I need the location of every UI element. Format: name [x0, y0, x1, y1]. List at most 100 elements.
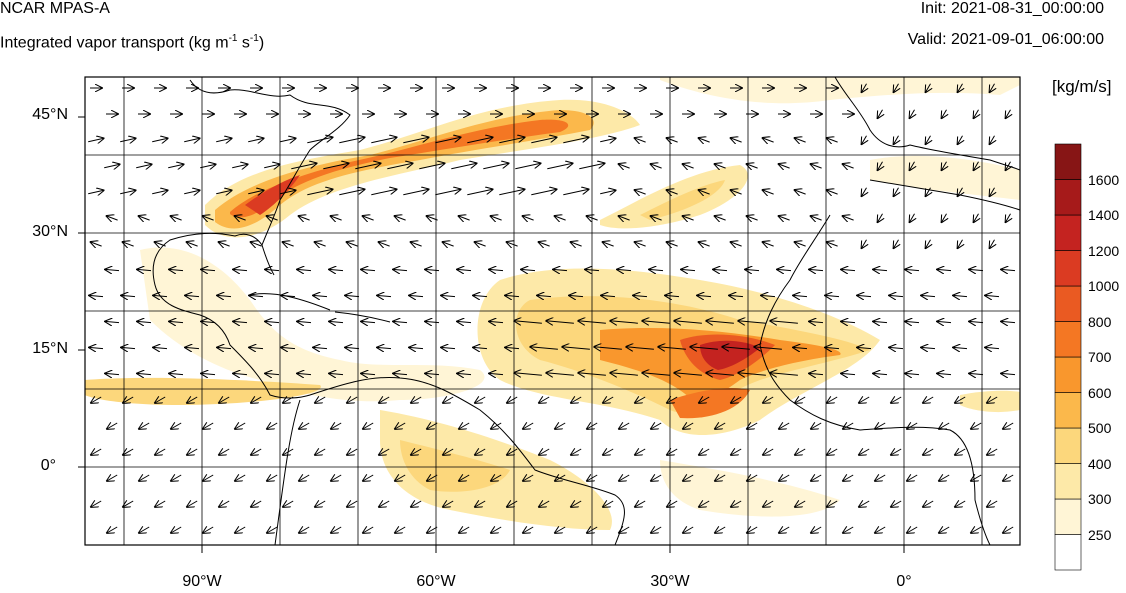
ivt-vector [953, 347, 968, 348]
ivt-vector [186, 242, 198, 246]
ivt-vector [1001, 269, 1016, 270]
ivt-vector [233, 373, 248, 374]
ivt-vector [499, 137, 524, 144]
colorbar-swatch [1054, 463, 1082, 500]
ivt-vector [715, 423, 726, 429]
ivt-vector [265, 269, 280, 270]
ivt-vector [443, 501, 454, 507]
ivt-vector [379, 397, 390, 403]
ivt-vector [635, 449, 646, 455]
ivt-vector [427, 527, 438, 533]
ivt-vector [939, 527, 950, 533]
ivt-vector [489, 269, 504, 270]
init-time: Init: 2021-08-31_00:00:00 [920, 0, 1104, 17]
ivt-vector [514, 321, 542, 323]
ivt-vector [891, 449, 902, 455]
ivt-vector [441, 295, 456, 296]
map-frame [84, 76, 1021, 546]
ivt-vector [467, 137, 492, 144]
ivt-vector [955, 449, 966, 455]
ivt-vector [971, 475, 982, 481]
ivt-vector [458, 216, 470, 220]
ivt-vector [187, 501, 198, 507]
ivt-vector [570, 242, 582, 246]
ivt-vector [937, 321, 952, 322]
colorbar-swatch [1054, 285, 1082, 322]
ivt-vector [232, 164, 248, 167]
ivt-vector [219, 397, 230, 403]
ivt-vector [313, 295, 328, 296]
ivt-vector [411, 397, 422, 403]
ivt-vector [120, 190, 136, 193]
ivt-vector [248, 190, 264, 193]
ivt-vector [862, 135, 867, 145]
ivt-vector [600, 190, 616, 193]
ivt-vector [738, 373, 766, 375]
ivt-vector [393, 269, 408, 270]
ivt-vector [200, 164, 216, 167]
ivt-vector [891, 397, 902, 403]
ivt-vector [658, 347, 686, 349]
ivt-vector [745, 269, 760, 270]
ivt-vector [857, 295, 872, 296]
ivt-vector [974, 213, 979, 223]
ivt-vector [810, 164, 822, 168]
ivt-vector [235, 475, 246, 481]
ivt-vector [137, 373, 152, 374]
ivt-vector [862, 83, 867, 93]
ivt-vector [443, 397, 454, 403]
ivt-vector [184, 138, 200, 141]
ivt-vector [315, 397, 326, 403]
ivt-vector [507, 397, 518, 403]
ivt-vector [1006, 213, 1011, 223]
ivt-vector [958, 83, 963, 93]
ivt-vector [233, 269, 248, 270]
ivt-vector [889, 347, 904, 348]
ivt-vector [538, 242, 550, 246]
colorbar-swatch [1054, 498, 1082, 535]
ivt-vector [426, 216, 438, 220]
ivt-vector [730, 190, 742, 194]
ivt-vector [171, 475, 182, 481]
ivt-vector [731, 449, 742, 455]
ivt-vector [634, 242, 646, 246]
lat-label-15n: 15°N [32, 340, 68, 357]
colorbar [1054, 143, 1082, 571]
ivt-vector [522, 216, 534, 220]
colorbar-swatch [1054, 356, 1082, 393]
ivt-vector [410, 242, 422, 246]
ivt-vector [665, 295, 680, 296]
ivt-vector [873, 269, 888, 270]
ivt-vector [314, 242, 326, 246]
colorbar-swatch [1054, 143, 1082, 180]
ivt-vector [666, 242, 678, 246]
ivt-vector [761, 295, 776, 296]
ivt-vector [329, 321, 344, 322]
ivt-vector [363, 423, 374, 429]
ivt-vector [602, 242, 614, 246]
colorbar-label: 250 [1088, 526, 1112, 543]
ivt-vector [826, 190, 838, 194]
ivt-vector [907, 527, 918, 533]
ivt-vector [779, 475, 790, 481]
ivt-vector [217, 295, 232, 296]
ivt-vector [122, 242, 134, 246]
ivt-vector [955, 397, 966, 403]
ivt-vector [474, 242, 486, 246]
ivt-vector [857, 347, 872, 348]
ivt-vector [203, 527, 214, 533]
ivt-vector [307, 137, 332, 144]
ivt-vector [651, 527, 662, 533]
ivt-vector [826, 242, 838, 246]
ivt-vector [610, 373, 638, 375]
ivt-vector [442, 242, 454, 246]
ivt-vector [547, 163, 572, 170]
ivt-vector [811, 423, 822, 429]
ivt-vector [699, 501, 710, 507]
ivt-vector [969, 269, 984, 270]
ivt-vector [88, 138, 104, 141]
ivt-vector [283, 397, 294, 403]
ivt-vector [587, 423, 598, 429]
lat-ticks [78, 116, 85, 468]
ivt-vector [794, 242, 806, 246]
